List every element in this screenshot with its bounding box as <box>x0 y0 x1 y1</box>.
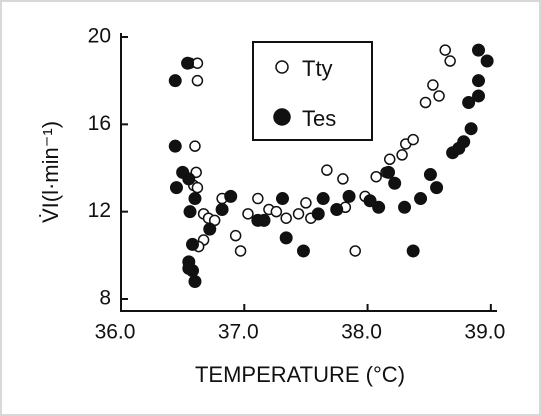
point <box>191 181 204 194</box>
point <box>388 176 402 190</box>
point <box>472 89 486 103</box>
point <box>311 207 325 221</box>
y-tick-label: 16 <box>88 112 111 135</box>
point <box>242 208 254 220</box>
point <box>462 95 476 109</box>
point <box>349 245 361 257</box>
point <box>292 208 305 220</box>
legend-label: Tes <box>302 106 336 131</box>
x-axis-label: TEMPERATURE (°C) <box>195 362 405 387</box>
point <box>279 231 293 245</box>
point <box>234 245 247 257</box>
y-tick-label: 20 <box>88 25 111 48</box>
point <box>423 168 437 182</box>
point <box>252 192 264 205</box>
point <box>203 222 217 236</box>
point <box>396 149 408 161</box>
point <box>181 56 195 70</box>
point <box>480 54 494 68</box>
legend-label: Tty <box>302 56 333 81</box>
point <box>407 133 419 146</box>
legend-marker <box>275 60 289 74</box>
point <box>363 194 377 208</box>
point <box>457 135 471 149</box>
point <box>296 244 310 258</box>
point <box>182 261 196 275</box>
point <box>300 197 312 209</box>
point <box>229 229 242 242</box>
point <box>406 244 420 258</box>
point <box>382 165 396 179</box>
point <box>383 153 396 166</box>
point <box>168 74 182 88</box>
point <box>342 189 356 203</box>
point <box>188 192 202 206</box>
point <box>472 43 486 57</box>
point <box>430 181 444 195</box>
point <box>280 212 292 224</box>
point <box>186 237 200 251</box>
y-tick-label: 12 <box>88 199 111 222</box>
point <box>191 74 204 87</box>
x-tick-label: 37.0 <box>218 321 259 344</box>
point <box>439 44 451 56</box>
point <box>372 200 386 214</box>
x-tick-label: 36.0 <box>95 321 136 344</box>
point <box>182 172 196 186</box>
point <box>414 192 428 206</box>
point <box>168 139 182 153</box>
point <box>337 173 349 185</box>
point <box>270 205 283 218</box>
point <box>419 96 432 109</box>
point <box>321 164 333 176</box>
point <box>398 200 412 214</box>
point <box>257 213 271 227</box>
legend-marker <box>273 108 291 126</box>
point <box>169 181 183 195</box>
point <box>444 55 456 67</box>
point <box>472 74 486 88</box>
point <box>316 192 330 206</box>
y-axis-label: V̇I(l·min⁻¹) <box>38 121 63 223</box>
point <box>330 202 344 216</box>
point <box>224 189 238 203</box>
point <box>370 170 382 183</box>
point <box>215 202 229 216</box>
point <box>188 275 202 289</box>
point <box>275 192 289 206</box>
point <box>433 90 445 102</box>
point <box>183 205 197 219</box>
y-tick-label: 8 <box>99 287 111 310</box>
x-tick-label: 38.0 <box>341 321 382 344</box>
point <box>427 79 439 91</box>
point <box>464 122 478 136</box>
x-tick-label: 39.0 <box>464 321 505 344</box>
point <box>189 140 201 152</box>
legend-box <box>252 41 373 141</box>
